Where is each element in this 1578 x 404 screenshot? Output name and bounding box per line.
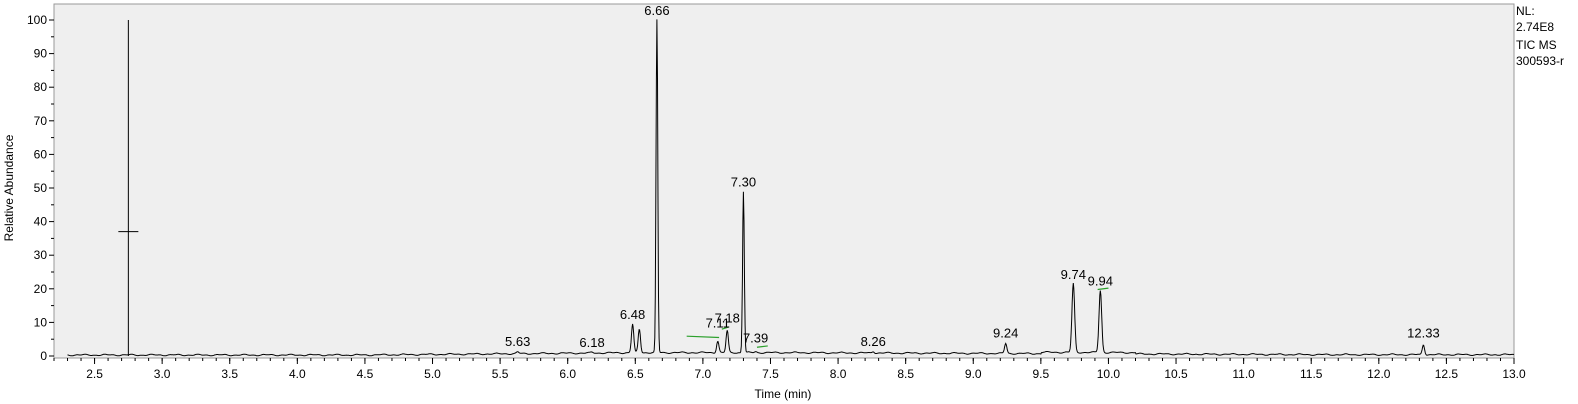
baseline-segment [721,326,729,330]
injection-marker [118,20,139,356]
y-tick-label: 40 [34,215,48,229]
peak-label: 7.18 [715,310,740,325]
y-tick-label: 100 [27,13,47,27]
info-nl-label: NL: [1516,4,1535,18]
peak-label: 7.11 [706,315,730,330]
x-tick-label: 10.5 [1164,367,1188,381]
peak-label: 9.74 [1061,267,1086,282]
baseline-segment [686,335,720,339]
peak-label: 7.30 [731,174,756,189]
y-tick-label: 60 [34,147,48,161]
info-sample-id: 300593-r [1516,54,1565,68]
x-tick-label: 7.0 [695,367,712,381]
y-tick-label: 30 [34,248,48,262]
x-tick-label: 10.0 [1097,367,1121,381]
y-tick-label: 80 [34,80,48,94]
x-tick-label: 13.0 [1502,367,1526,381]
x-tick-label: 5.5 [492,367,509,381]
x-tick-label: 8.5 [897,367,914,381]
peak-label: 12.33 [1407,326,1440,341]
peak-label: 5.63 [505,334,530,349]
y-axis-title: Relative Abundance [2,134,16,241]
integration-baselines [686,287,1109,348]
baseline-segment [1097,287,1109,291]
x-axis: 2.5 3.0 3.5 4.0 4.5 5.0 5.5 6.0 6.5 7.0 7.5 8.0 8.5 9… [53,358,1526,381]
info-scan-type: TIC MS [1516,38,1557,52]
y-axis: 0 10 20 30 40 50 60 70 80 90 100 [27,13,54,363]
x-tick-label: 12.5 [1435,367,1459,381]
x-tick-label: 6.5 [627,367,644,381]
y-tick-label: 10 [34,315,48,329]
x-axis-title: Time (min) [755,387,812,401]
y-tick-label: 70 [34,114,48,128]
x-tick-label: 3.5 [221,367,238,381]
peak-label: 9.94 [1088,273,1113,288]
x-tick-label: 9.0 [965,367,982,381]
baseline-segment [756,345,768,348]
tic-trace [67,19,1515,357]
y-tick-label: 50 [34,181,48,195]
peak-label: 7.39 [743,331,768,346]
peak-label: 8.26 [861,334,886,349]
peak-label: 6.18 [579,335,604,350]
x-tick-label: 11.0 [1232,367,1255,381]
y-tick-label: 0 [40,349,47,363]
x-tick-label: 8.0 [830,367,847,381]
x-tick-label: 6.0 [559,367,576,381]
x-tick-label: 9.5 [1033,367,1050,381]
x-tick-label: 12.0 [1367,367,1391,381]
info-nl-value: 2.74E8 [1516,20,1555,34]
peak-labels: 5.63 6.18 6.48 6.66 7.117.18 7.30 7.39 8.26 9.24… [505,3,1440,350]
x-tick-label: 2.5 [86,367,103,381]
x-tick-label: 11.5 [1300,367,1323,381]
peak-label: 6.66 [644,3,669,18]
peak-label: 6.48 [620,307,645,322]
plot-area [53,3,1515,359]
x-tick-label: 4.5 [357,367,374,381]
y-tick-label: 90 [34,47,48,61]
y-tick-label: 20 [34,282,48,296]
x-tick-label: 4.0 [289,367,306,381]
peak-label: 9.24 [993,326,1018,341]
x-tick-label: 3.0 [154,367,171,381]
x-tick-label: 5.0 [424,367,441,381]
x-tick-label: 7.5 [762,367,779,381]
